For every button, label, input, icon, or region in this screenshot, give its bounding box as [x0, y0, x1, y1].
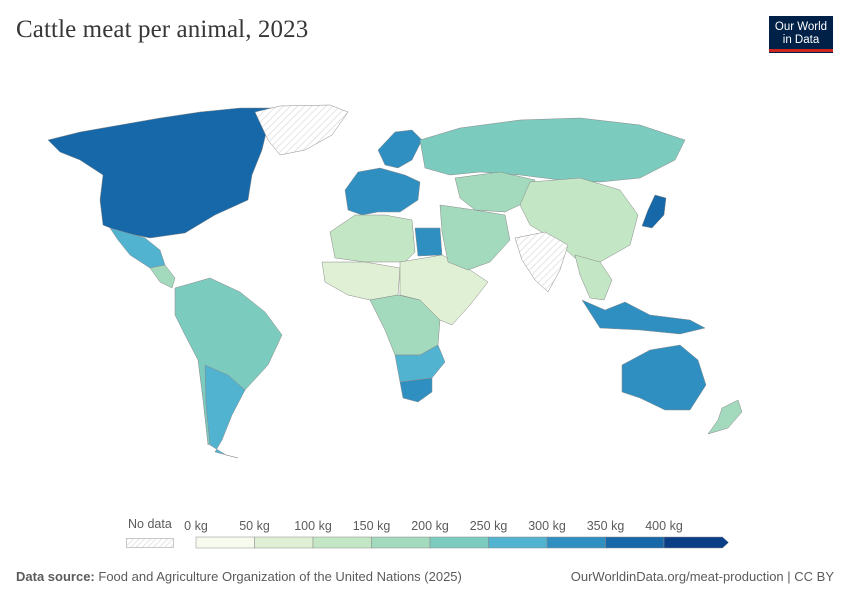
legend-tick-label: 50 kg: [239, 519, 270, 533]
map-region-argentina[interactable]: [204, 364, 246, 459]
map-region-central-asia[interactable]: [454, 171, 536, 213]
chart-title: Cattle meat per animal, 2023: [16, 16, 309, 43]
data-source-label: Data source:: [16, 569, 95, 584]
map-region-south-africa[interactable]: [399, 377, 433, 403]
map-region-western-europe[interactable]: [344, 167, 421, 216]
legend-tick-label: 350 kg: [587, 519, 625, 533]
legend-no-data-swatch: [126, 538, 174, 548]
legend-tick-label: 250 kg: [470, 519, 508, 533]
footer-credit[interactable]: OurWorldinData.org/meat-production | CC …: [570, 569, 834, 584]
data-source-text[interactable]: Food and Agriculture Organization of the…: [98, 569, 462, 584]
map-region-egypt[interactable]: [414, 227, 443, 257]
legend-swatch[interactable]: [371, 536, 431, 549]
legend-tick-label: 200 kg: [411, 519, 449, 533]
legend-swatch[interactable]: [605, 536, 665, 549]
owid-logo[interactable]: Our World in Data: [769, 16, 833, 53]
map-region-scandinavia[interactable]: [377, 129, 423, 169]
logo-line-1: Our World: [774, 21, 828, 33]
legend-no-data-label: No data: [128, 517, 172, 531]
legend-tick-label: 100 kg: [294, 519, 332, 533]
map-region-russia[interactable]: [419, 117, 686, 183]
map-region-new-zealand[interactable]: [707, 399, 743, 435]
map-region-north-america[interactable]: [47, 107, 279, 239]
legend-swatch[interactable]: [546, 536, 606, 549]
map-region-japan[interactable]: [641, 194, 667, 229]
world-map[interactable]: [0, 60, 850, 500]
map-region-west-africa[interactable]: [321, 261, 401, 301]
logo-line-2: in Data: [782, 33, 820, 46]
map-region-australia[interactable]: [621, 344, 707, 411]
map-region-greenland[interactable]: [254, 104, 349, 156]
map-region-southeast-asia[interactable]: [574, 254, 613, 301]
legend-tick-label: 300 kg: [528, 519, 566, 533]
map-region-indonesia[interactable]: [581, 299, 706, 335]
map-region-middle-east[interactable]: [439, 204, 511, 271]
logo-accent-bar: [769, 49, 833, 52]
map-region-north-africa[interactable]: [329, 214, 416, 263]
legend-tick-label: 150 kg: [353, 519, 391, 533]
map-region-india[interactable]: [514, 231, 569, 293]
legend-swatch[interactable]: [254, 536, 314, 549]
legend-tick-label: 0 kg: [184, 519, 208, 533]
legend-swatch[interactable]: [488, 536, 548, 549]
legend-swatch[interactable]: [312, 536, 372, 549]
map-region-central-america[interactable]: [149, 264, 176, 289]
data-source: Data source: Food and Agriculture Organi…: [16, 569, 462, 584]
legend-swatch[interactable]: [429, 536, 489, 549]
legend-swatch[interactable]: [195, 536, 255, 549]
color-legend: 0 kg 50 kg 100 kg 150 kg 200 kg 250 kg 300 kg 3…: [184, 519, 729, 549]
legend-swatch-last[interactable]: [663, 536, 729, 549]
legend-tick-label: 400 kg: [645, 519, 683, 533]
